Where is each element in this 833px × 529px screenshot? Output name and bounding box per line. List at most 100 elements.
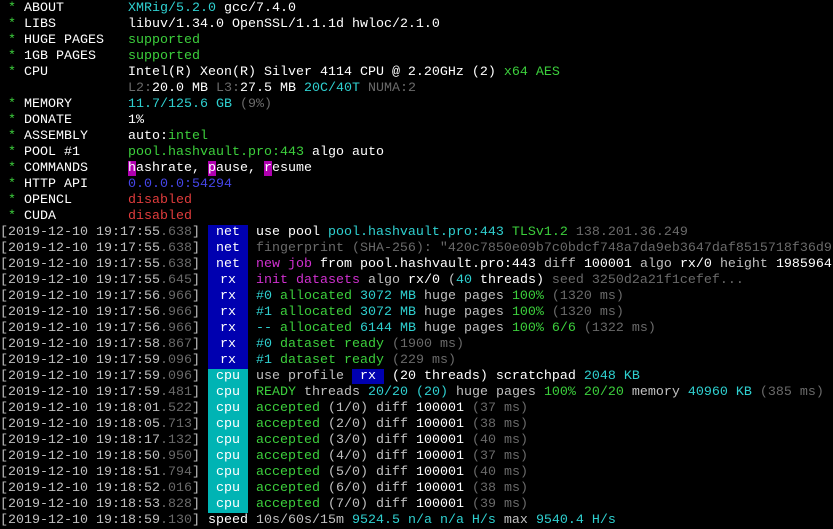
header-line: * ABOUT XMRig/5.2.0 gcc/7.4.0 — [0, 1, 833, 17]
timestamp-date: 2019-12-10 19:17:55 — [8, 257, 160, 272]
timestamp-ms: .794 — [159, 465, 192, 480]
timestamp-ms: .481 — [159, 385, 192, 400]
text-segment: from — [311, 257, 360, 272]
header-line: * DONATE 1% — [0, 113, 833, 129]
text-segment: libuv/1.34.0 OpenSSL/1.1.1d hwloc/2.1.0 — [128, 17, 440, 32]
text-segment: huge pages — [447, 385, 544, 400]
text-segment: accepted — [255, 481, 320, 496]
text-segment: threads — [295, 385, 368, 400]
timestamp: [2019-12-10 19:17:55.638] — [0, 257, 200, 272]
text-segment: 100% — [511, 289, 544, 304]
text-segment: 2048 KB — [583, 369, 640, 384]
text-segment: (1322 ms) — [575, 321, 656, 336]
text-segment: #0 — [255, 289, 272, 304]
star-bullet-icon: * — [8, 33, 16, 48]
text-segment: 1% — [128, 113, 144, 128]
text-segment: use profile — [255, 369, 352, 384]
text-segment: fingerprint (SHA-256): "420c7850e09b7c0b… — [255, 241, 832, 256]
text-segment: (6/0) diff — [319, 481, 416, 496]
text-segment: 100% 6/6 — [511, 321, 576, 336]
header-line: * MEMORY 11.7/125.6 GB (9%) — [0, 97, 833, 113]
text-segment: disabled — [128, 209, 192, 224]
text-segment: height — [719, 257, 776, 272]
text-segment: new job — [255, 257, 312, 272]
text-segment: 6144 MB — [359, 321, 416, 336]
text-segment: 100001 — [415, 465, 464, 480]
text-segment: 40960 KB — [687, 385, 752, 400]
text-segment: ashrate, — [136, 161, 208, 176]
log-line: [2019-12-10 19:18:17.132] cpu accepted (… — [0, 433, 833, 449]
log-line: [2019-12-10 19:17:55.638] net new job fr… — [0, 257, 833, 273]
timestamp-date: 2019-12-10 19:18:59 — [8, 513, 160, 528]
text-segment: p — [207, 161, 216, 176]
star-bullet-icon: * — [8, 49, 16, 64]
text-segment: 100001 — [583, 257, 640, 272]
timestamp: [2019-12-10 19:17:56.966] — [0, 289, 200, 304]
text-segment: accepted — [255, 449, 320, 464]
header-label: ABOUT — [24, 1, 64, 16]
timestamp-ms: .638 — [159, 241, 192, 256]
header-line: * OPENCL disabled — [0, 193, 833, 209]
text-segment: 0.0.0.0:54294 — [128, 177, 232, 192]
log-line: [2019-12-10 19:17:56.966] rx #0 allocate… — [0, 289, 833, 305]
tag-badge-cpu: cpu — [207, 497, 248, 513]
text-segment: Intel(R) Xeon(R) Silver 4114 CPU @ 2.20G… — [128, 65, 496, 80]
text-segment: 20.0 MB — [152, 81, 216, 96]
timestamp-ms: .867 — [159, 337, 192, 352]
log-line: [2019-12-10 19:17:55.638] net use pool p… — [0, 225, 833, 241]
text-segment: 20/20 — [367, 385, 408, 400]
text-segment: 100001 — [415, 401, 464, 416]
header-label: CPU — [24, 65, 48, 80]
timestamp-date: 2019-12-10 19:18:53 — [8, 497, 160, 512]
log-line: [2019-12-10 19:17:56.966] rx -- allocate… — [0, 321, 833, 337]
star-bullet-icon: * — [8, 65, 16, 80]
log-line: [2019-12-10 19:18:50.950] cpu accepted (… — [0, 449, 833, 465]
text-segment: (4/0) diff — [319, 449, 416, 464]
timestamp-ms: .130 — [159, 513, 192, 528]
star-bullet-icon: * — [8, 97, 16, 112]
text-segment: disabled — [128, 193, 192, 208]
log-line: [2019-12-10 19:17:58.867] rx #0 dataset … — [0, 337, 833, 353]
tag-badge-speed: speed — [207, 513, 248, 529]
header-line: * HUGE PAGES supported — [0, 33, 833, 49]
timestamp-date: 2019-12-10 19:17:59 — [8, 353, 160, 368]
tag-badge-rx: rx — [207, 305, 248, 321]
tag-badge-cpu: cpu — [207, 417, 248, 433]
star-bullet-icon: * — [8, 17, 16, 32]
text-segment: allocated — [271, 321, 360, 336]
text-segment: 100001 — [415, 417, 464, 432]
header-label: 1GB PAGES — [24, 49, 96, 64]
text-segment: 1985964 — [775, 257, 832, 272]
log-line: [2019-12-10 19:17:55.638] net fingerprin… — [0, 241, 833, 257]
text-segment: #0 — [255, 337, 272, 352]
log-line: [2019-12-10 19:18:51.794] cpu accepted (… — [0, 465, 833, 481]
log-line: [2019-12-10 19:18:52.016] cpu accepted (… — [0, 481, 833, 497]
timestamp-date: 2019-12-10 19:18:50 — [8, 449, 160, 464]
text-segment: accepted — [255, 401, 320, 416]
header-label: HUGE PAGES — [24, 33, 104, 48]
timestamp-date: 2019-12-10 19:17:55 — [8, 241, 160, 256]
text-segment: (1/0) diff — [319, 401, 416, 416]
header-line: * POOL #1 pool.hashvault.pro:443 algo aut… — [0, 145, 833, 161]
text-segment: (3/0) diff — [319, 433, 416, 448]
header-label: HTTP API — [24, 177, 88, 192]
text-segment: h — [128, 161, 136, 176]
text-segment: (20) — [407, 385, 448, 400]
header-line: L2:20.0 MB L3:27.5 MB 20C/40T NUMA:2 — [0, 81, 833, 97]
text-segment: #1 — [255, 305, 272, 320]
log-line: [2019-12-10 19:17:59.096] cpu use profil… — [0, 369, 833, 385]
timestamp-ms: .096 — [159, 369, 192, 384]
log-line: [2019-12-10 19:17:56.966] rx #1 allocate… — [0, 305, 833, 321]
timestamp-date: 2019-12-10 19:17:58 — [8, 337, 160, 352]
header-line: * HTTP API 0.0.0.0:54294 — [0, 177, 833, 193]
text-segment: accepted — [255, 433, 320, 448]
timestamp-date: 2019-12-10 19:17:59 — [8, 369, 160, 384]
timestamp: [2019-12-10 19:18:01.522] — [0, 401, 200, 416]
text-segment: 27.5 MB — [240, 81, 304, 96]
header-label: POOL #1 — [24, 145, 80, 160]
text-segment: (40 ms) — [463, 433, 528, 448]
tag-badge-net: net — [207, 241, 248, 257]
tag-badge-rx: rx — [207, 289, 248, 305]
timestamp-ms: .638 — [159, 225, 192, 240]
